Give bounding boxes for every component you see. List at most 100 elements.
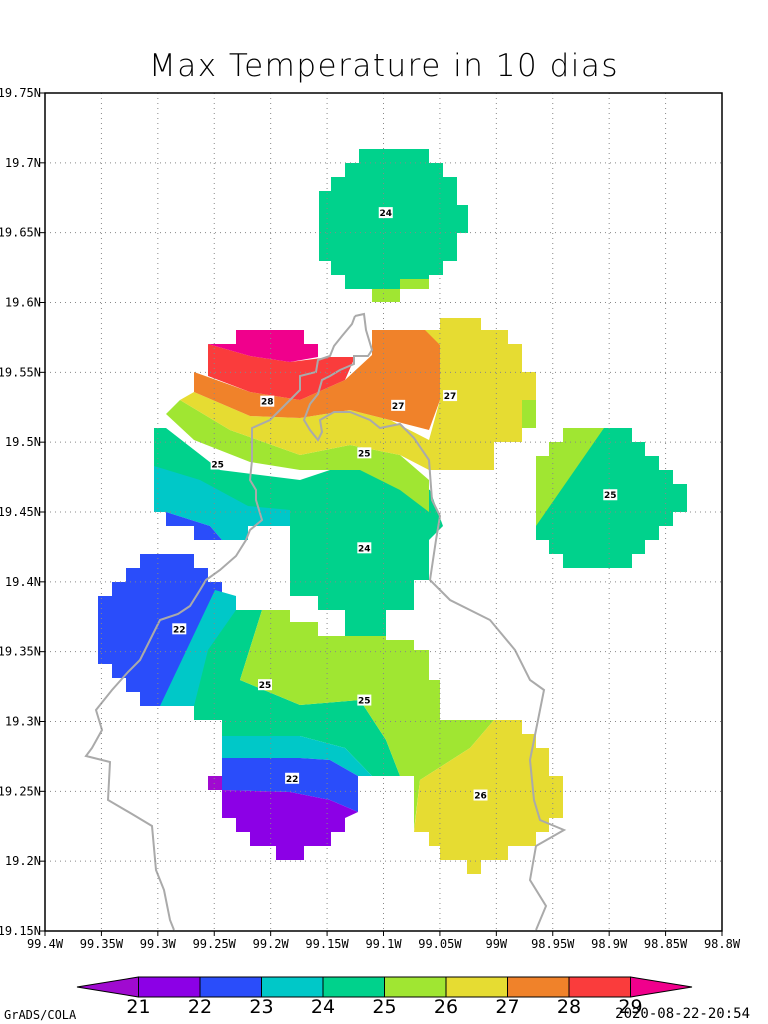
contour-label: 27: [444, 392, 457, 402]
contour-label: 25: [358, 697, 371, 707]
x-tick-label: 99W: [485, 937, 507, 951]
x-tick-label: 99.25W: [193, 937, 237, 951]
region-west-23: [160, 590, 236, 706]
colorbar-label: 29: [618, 996, 642, 1018]
region-main-27: [180, 392, 429, 470]
colorbar-label: 26: [434, 996, 458, 1018]
colorbar-segment: [199, 976, 262, 998]
y-tick-label: 19.5N: [5, 435, 41, 449]
contour-label-bg: [391, 399, 406, 411]
region-south-21: [222, 790, 358, 860]
x-tick-label: 98.9W: [591, 937, 628, 951]
contour-label: 28: [261, 398, 274, 408]
region-main-27-east: [425, 318, 536, 470]
contour-label-bg: [473, 789, 488, 801]
contour-label-bg: [357, 542, 372, 554]
x-tick-label: 99.35W: [80, 937, 124, 951]
y-tick-label: 19.6N: [5, 296, 41, 310]
region-main-29: [208, 344, 355, 400]
plot-area: 99.4W 99.35W 99.3W 99.25W 99.2W 99.15W 99.1W 99…: [0, 86, 741, 951]
colorbar-label: 27: [495, 996, 519, 1018]
contour-label-bg: [260, 395, 275, 407]
y-tick-label: 19.75N: [0, 86, 41, 100]
colorbar-segment: [630, 976, 693, 998]
y-tick-label: 19.55N: [0, 365, 41, 379]
temperature-fields: [98, 149, 687, 874]
x-tick-label: 99.3W: [140, 937, 177, 951]
contour-label-bg: [258, 679, 273, 691]
region-main-25: [166, 400, 429, 512]
footer-timestamp: 2020-08-22-20:54: [615, 1006, 750, 1022]
contour-label: 24: [379, 209, 392, 219]
axis-ticks: 99.4W 99.35W 99.3W 99.25W 99.2W 99.15W 99.1W 99…: [0, 86, 741, 951]
contour-label: 26: [474, 792, 487, 802]
contour-label-bg: [357, 447, 372, 459]
contour-label: 25: [211, 461, 224, 471]
colorbar-segment: [76, 976, 139, 998]
x-tick-label: 99.15W: [305, 937, 349, 951]
colorbar-label: 28: [557, 996, 581, 1018]
region-main-26-east: [522, 400, 536, 428]
contour-label: 25: [604, 491, 617, 501]
colorbar-segment: [261, 976, 324, 998]
border-line-main: [302, 312, 567, 931]
chart-title: Max Temperature in 10 dias: [148, 48, 620, 84]
contour-label-bg: [285, 772, 300, 784]
region-south-22: [208, 758, 358, 812]
x-tick-label: 98.95W: [531, 937, 575, 951]
contour-label-bg: [603, 489, 618, 501]
colorbar: 21 22 23 24 25 26 27 28 29: [76, 976, 693, 1018]
y-tick-label: 19.2N: [5, 854, 41, 868]
footer-credit: GrADS/COLA: [4, 1008, 77, 1022]
contour-label: 22: [286, 775, 299, 785]
x-tick-label: 99.4W: [27, 937, 64, 951]
contour-label-bg: [172, 623, 187, 635]
colorbar-label: 23: [249, 996, 273, 1018]
colorbar-label: 24: [311, 996, 335, 1018]
colorbar-segment: [507, 976, 570, 998]
colorbar-label: 22: [188, 996, 212, 1018]
colorbar-segment: [138, 976, 201, 998]
colorbar-segment: [384, 976, 447, 998]
colorbar-segment: [445, 976, 508, 998]
x-tick-label: 98.8W: [704, 937, 741, 951]
contour-label-bg: [378, 207, 393, 219]
y-tick-label: 19.45N: [0, 505, 41, 519]
y-tick-label: 19.3N: [5, 715, 41, 729]
contour-label: 27: [392, 402, 405, 412]
region-north-26: [372, 289, 400, 302]
y-tick-label: 19.65N: [0, 226, 41, 240]
contour-labels: 24 28 27 27 25 25 25 24 22 25 25 22 26: [172, 207, 618, 802]
region-main-23: [154, 466, 290, 540]
y-tick-label: 19.15N: [0, 924, 41, 938]
region-east-26: [536, 428, 604, 526]
region-south-20: [208, 776, 222, 790]
region-south-23: [222, 736, 372, 776]
colorbar-label: 25: [372, 996, 396, 1018]
y-tick-label: 19.7N: [5, 156, 41, 170]
colorbar-segment: [322, 976, 385, 998]
x-tick-label: 99.1W: [365, 937, 402, 951]
contour-label: 24: [358, 544, 371, 554]
y-tick-label: 19.35N: [0, 645, 41, 659]
contour-label-bg: [357, 694, 372, 706]
colorbar-segment: [568, 976, 631, 998]
region-main-28: [194, 330, 440, 430]
x-tick-label: 98.85W: [644, 937, 688, 951]
contour-label: 25: [259, 681, 272, 691]
region-main-30: [208, 330, 318, 362]
x-tick-label: 99.2W: [253, 937, 290, 951]
y-tick-label: 19.4N: [5, 575, 41, 589]
colorbar-label: 21: [126, 996, 150, 1018]
region-north-24: [319, 149, 468, 289]
contour-label: 25: [358, 449, 371, 459]
contour-label-bg: [443, 390, 458, 402]
border-line-west: [84, 315, 356, 931]
x-tick-label: 99.05W: [418, 937, 462, 951]
region-main-22b: [166, 512, 222, 540]
region-south-25: [240, 610, 494, 830]
contour-label: 22: [173, 625, 186, 635]
state-borders: [84, 312, 567, 931]
contour-label-bg: [210, 458, 225, 470]
